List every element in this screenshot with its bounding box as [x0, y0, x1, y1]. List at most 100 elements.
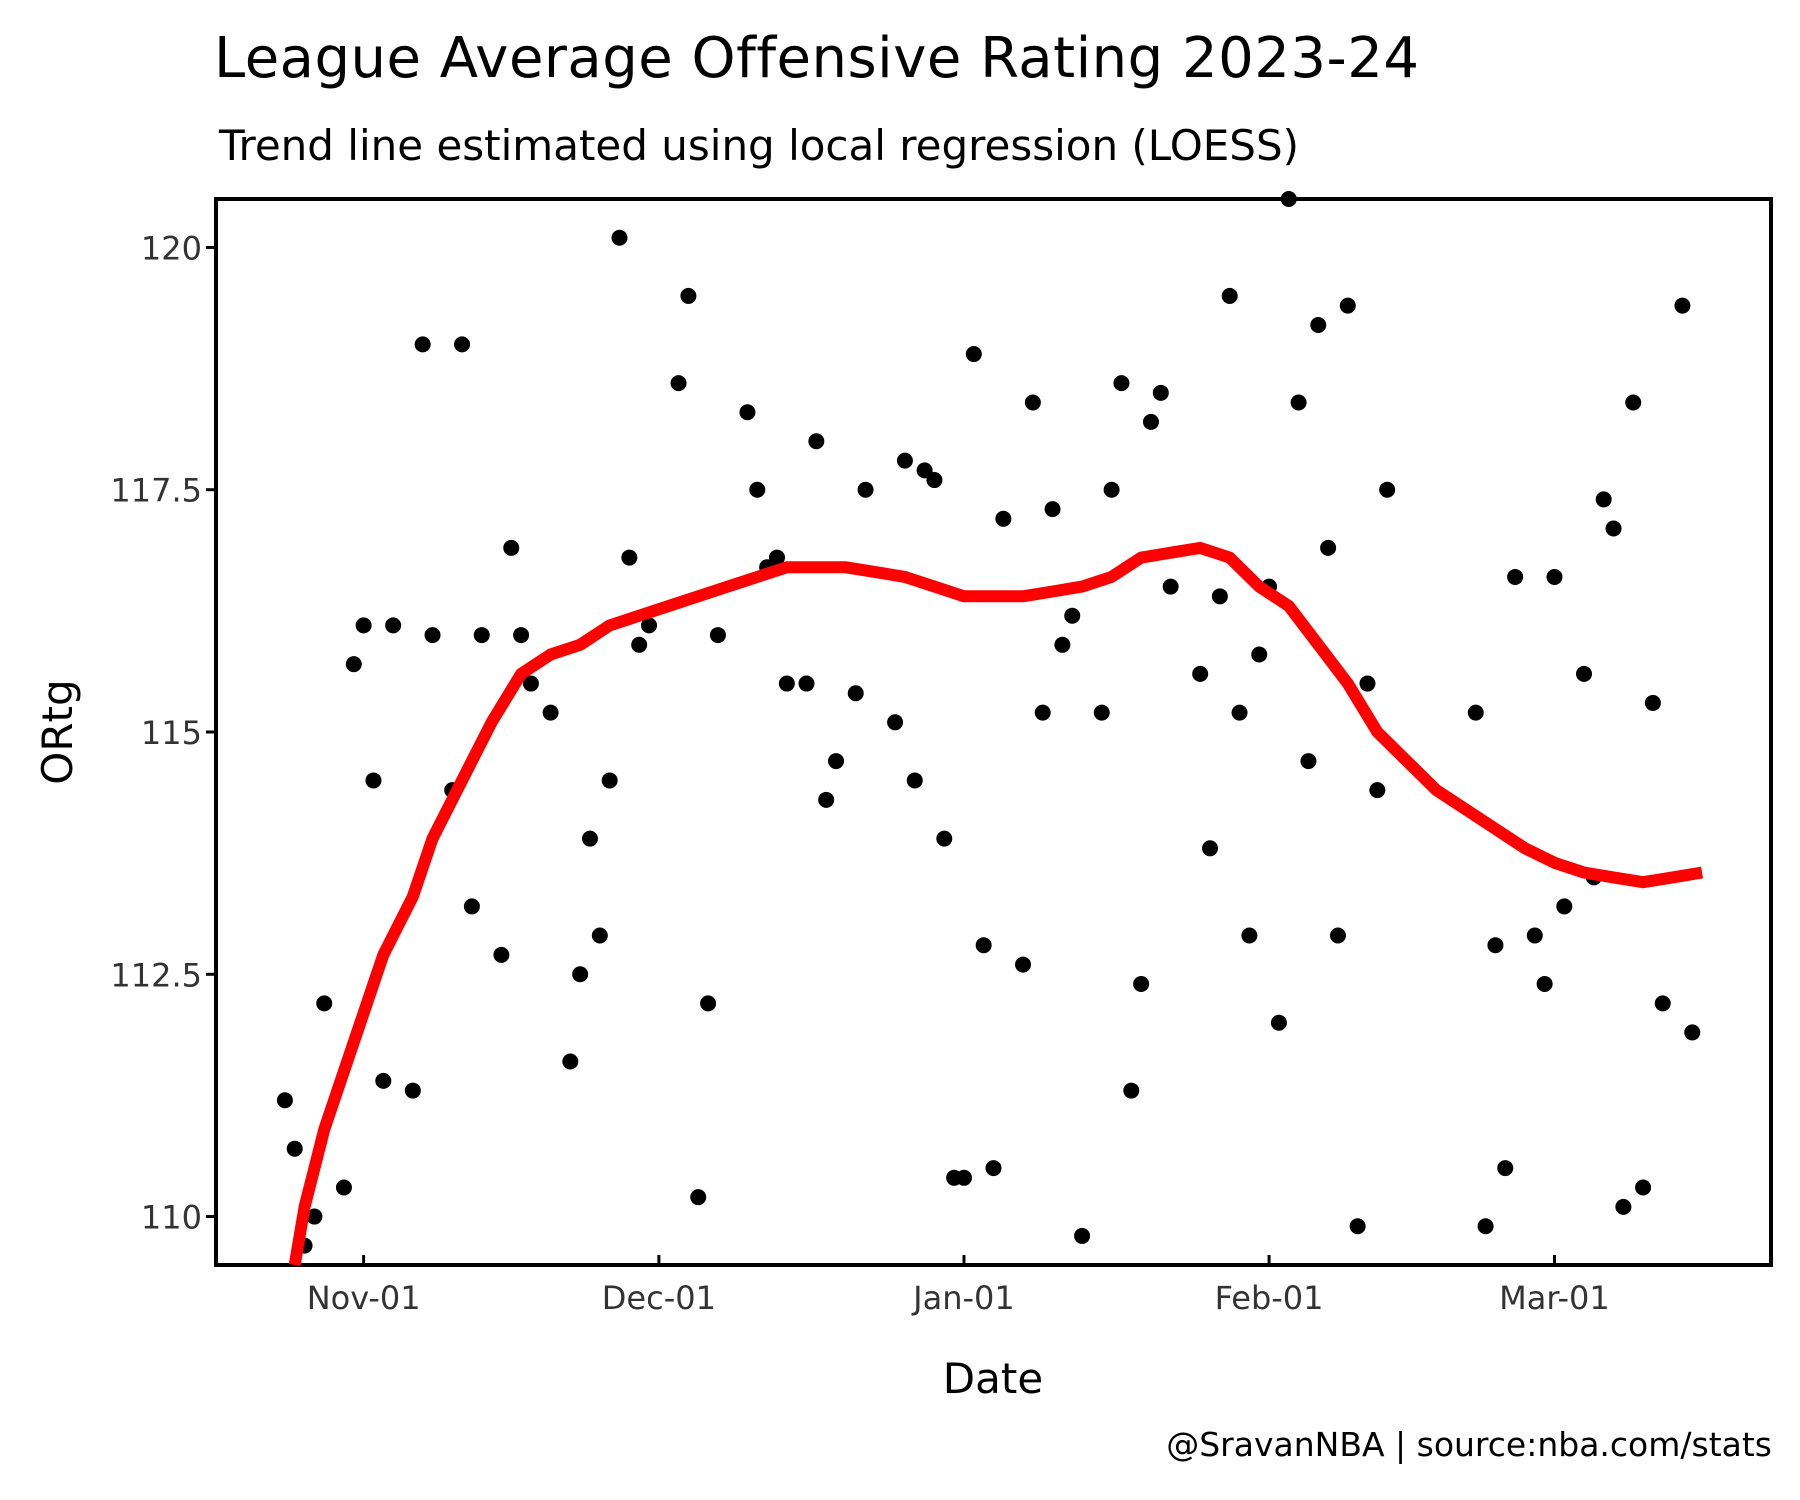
data-point [513, 627, 530, 644]
data-point [887, 714, 904, 731]
x-tick-label: Nov-01 [307, 1279, 421, 1317]
data-point [1290, 394, 1307, 411]
data-point [1497, 1160, 1514, 1177]
y-tick-label: 117.5 [110, 472, 202, 510]
data-point [1625, 394, 1642, 411]
y-tick-label: 120 [141, 229, 202, 267]
data-point [1300, 753, 1317, 770]
source-credit: @SravanNBA | source:nba.com/stats [1166, 1425, 1772, 1464]
data-point [1113, 375, 1130, 392]
y-tick-label: 115 [141, 714, 202, 752]
data-point [355, 617, 372, 634]
data-point [690, 1189, 707, 1206]
data-point [1507, 568, 1524, 585]
data-point [493, 946, 510, 963]
y-tick-label: 110 [141, 1199, 202, 1237]
data-point [1231, 704, 1248, 721]
data-point [611, 229, 628, 246]
data-point [926, 472, 943, 489]
data-point [778, 675, 795, 692]
data-point [709, 627, 726, 644]
data-point [896, 452, 913, 469]
data-point [503, 539, 520, 556]
data-point [798, 675, 815, 692]
chart-subtitle: Trend line estimated using local regress… [219, 121, 1300, 170]
data-point [1142, 413, 1159, 430]
chart-title: League Average Offensive Rating 2023-24 [214, 26, 1420, 91]
data-point [955, 1169, 972, 1186]
data-point [1054, 636, 1071, 653]
data-point [1123, 1082, 1140, 1099]
data-point [1556, 898, 1573, 915]
data-point [345, 656, 362, 673]
data-point [1251, 646, 1268, 663]
data-point [572, 966, 589, 983]
data-point [404, 1082, 421, 1099]
data-point [1615, 1198, 1632, 1215]
data-point [1369, 782, 1386, 799]
data-point [591, 927, 608, 944]
data-point [1221, 287, 1238, 304]
data-point [1241, 927, 1258, 944]
data-point [276, 1092, 293, 1109]
data-point [1152, 384, 1169, 401]
data-point [1635, 1179, 1652, 1196]
data-point [828, 753, 845, 770]
data-point [749, 481, 766, 498]
x-axis-label: Date [943, 1354, 1043, 1403]
data-point [1684, 1024, 1701, 1041]
data-point [316, 995, 333, 1012]
data-point [522, 675, 539, 692]
data-point [936, 830, 953, 847]
data-point [365, 772, 382, 789]
data-point [906, 772, 923, 789]
data-point [1202, 840, 1219, 857]
data-point [847, 685, 864, 702]
data-point [1024, 394, 1041, 411]
data-point [739, 404, 756, 421]
data-point [385, 617, 402, 634]
data-point [306, 1208, 323, 1225]
data-point [1467, 704, 1484, 721]
data-point [1477, 1218, 1494, 1235]
data-point [768, 549, 785, 566]
data-point [1654, 995, 1671, 1012]
data-point [1270, 1014, 1287, 1031]
data-point [463, 898, 480, 915]
data-point [1103, 481, 1120, 498]
loess-trend-line [288, 541, 1704, 1267]
data-point [1310, 316, 1327, 333]
data-point [680, 287, 697, 304]
data-point [1133, 975, 1150, 992]
data-point [1576, 665, 1593, 682]
data-point [414, 336, 431, 353]
data-point [1162, 578, 1179, 595]
data-point [473, 627, 490, 644]
data-point [1064, 607, 1081, 624]
data-point [1192, 665, 1209, 682]
data-point [808, 433, 825, 450]
data-point [562, 1053, 579, 1070]
data-point [1644, 694, 1661, 711]
data-point [601, 772, 618, 789]
data-point [995, 510, 1012, 527]
scatter-points [276, 191, 1701, 1254]
data-point [1674, 297, 1691, 314]
data-point [1526, 927, 1543, 944]
data-point [1546, 568, 1563, 585]
data-point [1074, 1227, 1091, 1244]
data-point [818, 791, 835, 808]
data-point [641, 617, 658, 634]
data-point [916, 462, 933, 479]
x-tick-label: Jan-01 [911, 1279, 1015, 1317]
data-point [975, 937, 992, 954]
data-point [985, 1160, 1002, 1177]
x-axis: Nov-01 Dec-01 Jan-01 Feb-01 Mar-01 [307, 1255, 1610, 1317]
x-tick-label: Feb-01 [1215, 1279, 1324, 1317]
data-point [1015, 956, 1032, 973]
data-point [1605, 520, 1622, 537]
data-point [581, 830, 598, 847]
y-axis-label: ORtg [33, 679, 82, 784]
data-point [700, 995, 717, 1012]
